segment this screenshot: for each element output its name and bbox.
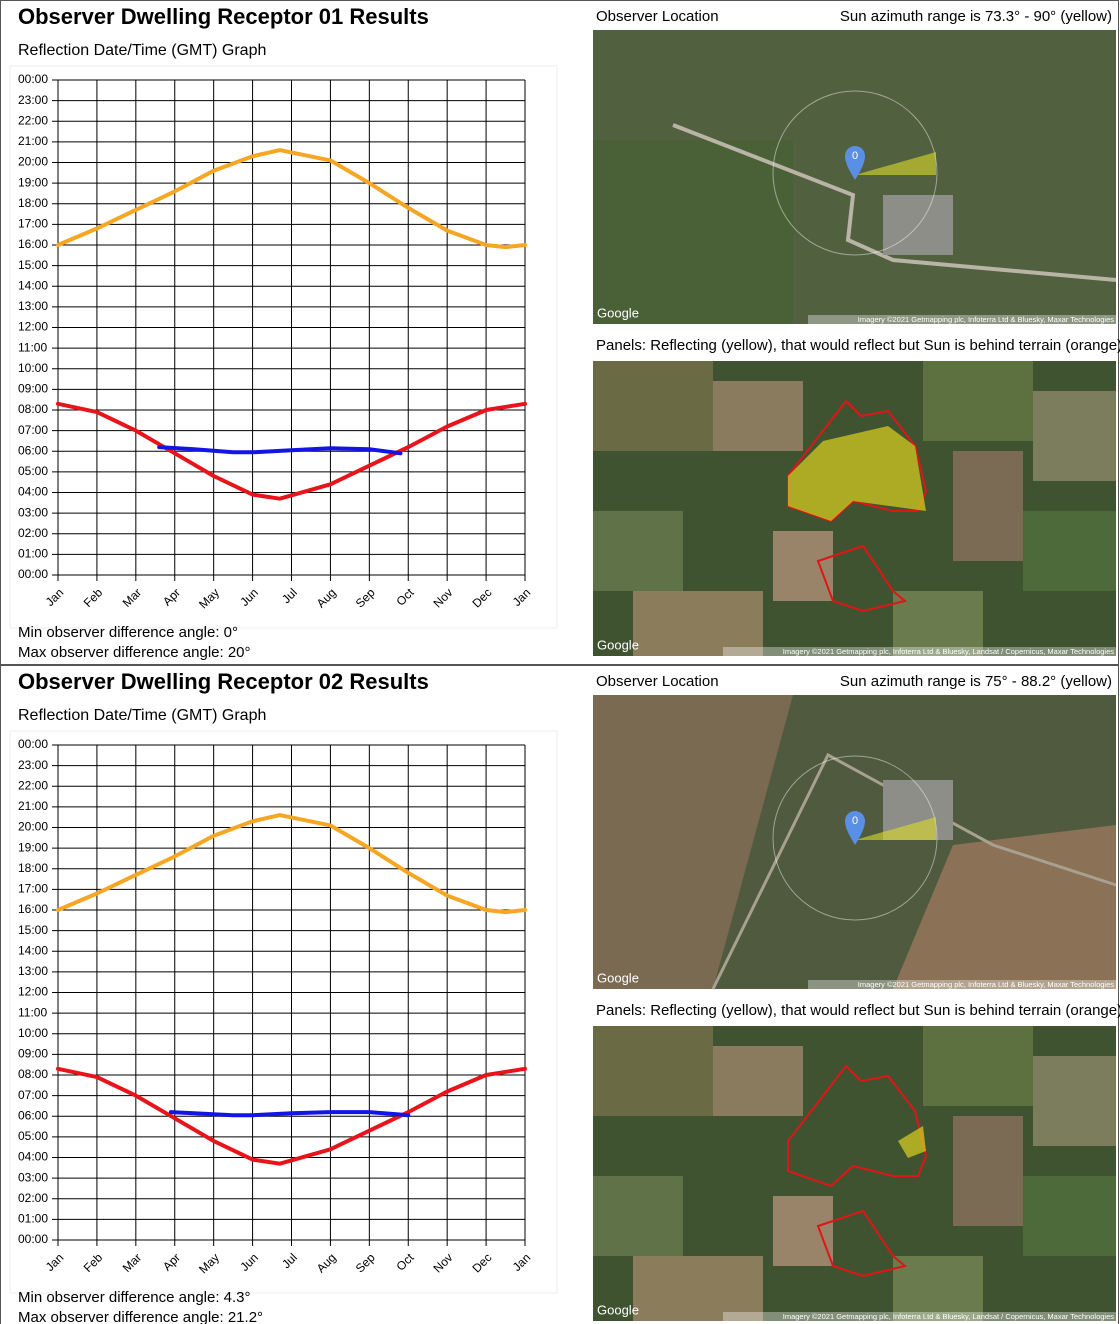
- observer-location-label: Observer Location: [596, 673, 719, 690]
- y-tick-label: 07:00: [18, 423, 48, 437]
- y-tick-label: 16:00: [18, 902, 48, 916]
- y-tick-label: 02:00: [18, 1191, 48, 1205]
- y-tick-label: 02:00: [18, 526, 48, 540]
- field: [593, 1176, 683, 1256]
- field: [713, 381, 803, 451]
- max-angle: Max observer difference angle: 21.2°: [18, 1309, 263, 1324]
- y-tick-label: 15:00: [18, 923, 48, 937]
- y-tick-label: 16:00: [18, 237, 48, 251]
- y-tick-label: 14:00: [18, 278, 48, 292]
- y-tick-label: 06:00: [18, 1108, 48, 1122]
- sun-azimuth: Sun azimuth range is 75° - 88.2° (yellow…: [840, 673, 1112, 690]
- pin-label: 0: [852, 815, 858, 827]
- field: [593, 1026, 713, 1116]
- min-angle: Min observer difference angle: 0°: [18, 624, 238, 641]
- y-tick-label: 23:00: [18, 758, 48, 772]
- map-logo: Google: [597, 637, 639, 652]
- map-credit: Imagery ©2021 Getmapping plc, Infoterra …: [858, 980, 1114, 989]
- y-tick-label: 03:00: [18, 1170, 48, 1184]
- y-tick-label: 00:00: [18, 1232, 48, 1246]
- observer-location-label: Observer Location: [596, 8, 719, 25]
- report-title: Observer Dwelling Receptor 02 Results: [18, 669, 429, 694]
- field: [773, 531, 833, 601]
- map-credit: Imagery ©2021 Getmapping plc, Infoterra …: [858, 315, 1114, 324]
- panels-caption: Panels: Reflecting (yellow), that would …: [596, 337, 1120, 354]
- field: [1033, 391, 1116, 481]
- y-tick-label: 22:00: [18, 113, 48, 127]
- y-tick-label: 23:00: [18, 93, 48, 107]
- y-tick-label: 10:00: [18, 1026, 48, 1040]
- y-tick-label: 00:00: [18, 72, 48, 86]
- map-credit: Imagery ©2021 Getmapping plc, Infoterra …: [783, 1312, 1115, 1321]
- y-tick-label: 19:00: [18, 840, 48, 854]
- field: [1023, 1176, 1116, 1256]
- field: [923, 361, 1033, 441]
- sun-azimuth: Sun azimuth range is 73.3° - 90° (yellow…: [840, 8, 1112, 25]
- chart-title: Reflection Date/Time (GMT) Graph: [18, 707, 266, 724]
- y-tick-label: 21:00: [18, 134, 48, 148]
- report-page: Observer Dwelling Receptor 01 Results Ref…: [0, 0, 1120, 1324]
- y-tick-label: 04:00: [18, 1150, 48, 1164]
- y-tick-label: 05:00: [18, 464, 48, 478]
- field: [773, 1196, 833, 1266]
- map-logo: Google: [597, 970, 639, 985]
- field: [593, 511, 683, 591]
- map-logo: Google: [597, 1302, 639, 1317]
- y-tick-label: 21:00: [18, 799, 48, 813]
- field: [713, 1046, 803, 1116]
- y-tick-label: 15:00: [18, 258, 48, 272]
- y-tick-label: 08:00: [18, 402, 48, 416]
- field: [953, 1116, 1023, 1226]
- field: [1033, 1056, 1116, 1146]
- field: [633, 1256, 763, 1321]
- report-title: Observer Dwelling Receptor 01 Results: [18, 4, 429, 29]
- y-tick-label: 11:00: [18, 1005, 47, 1019]
- y-tick-label: 13:00: [18, 299, 48, 313]
- y-tick-label: 00:00: [18, 567, 48, 581]
- y-tick-label: 20:00: [18, 155, 48, 169]
- chart-title: Reflection Date/Time (GMT) Graph: [18, 42, 266, 59]
- y-tick-label: 06:00: [18, 443, 48, 457]
- y-tick-label: 09:00: [18, 1047, 48, 1061]
- y-tick-label: 20:00: [18, 820, 48, 834]
- max-angle: Max observer difference angle: 20°: [18, 644, 251, 661]
- y-tick-label: 18:00: [18, 196, 48, 210]
- map-logo: Google: [597, 305, 639, 320]
- y-tick-label: 08:00: [18, 1067, 48, 1081]
- y-tick-label: 19:00: [18, 175, 48, 189]
- y-tick-label: 13:00: [18, 964, 48, 978]
- field: [1023, 511, 1116, 591]
- y-tick-label: 12:00: [18, 320, 48, 334]
- y-tick-label: 04:00: [18, 485, 48, 499]
- y-tick-label: 03:00: [18, 505, 48, 519]
- y-tick-label: 01:00: [18, 1212, 48, 1226]
- y-tick-label: 14:00: [18, 943, 48, 957]
- field: [633, 591, 763, 656]
- y-tick-label: 10:00: [18, 361, 48, 375]
- y-tick-label: 18:00: [18, 861, 48, 875]
- y-tick-label: 22:00: [18, 778, 48, 792]
- y-tick-label: 17:00: [18, 217, 48, 231]
- y-tick-label: 09:00: [18, 382, 48, 396]
- y-tick-label: 11:00: [18, 340, 47, 354]
- field: [593, 140, 793, 324]
- field: [953, 451, 1023, 561]
- y-tick-label: 01:00: [18, 547, 48, 561]
- panels-caption: Panels: Reflecting (yellow), that would …: [596, 1002, 1120, 1019]
- field: [593, 361, 713, 451]
- y-tick-label: 17:00: [18, 882, 48, 896]
- y-tick-label: 00:00: [18, 737, 48, 751]
- y-tick-label: 12:00: [18, 985, 48, 999]
- pin-label: 0: [852, 150, 858, 162]
- map-credit: Imagery ©2021 Getmapping plc, Infoterra …: [783, 647, 1115, 656]
- y-tick-label: 07:00: [18, 1088, 48, 1102]
- min-angle: Min observer difference angle: 4.3°: [18, 1289, 251, 1306]
- field: [923, 1026, 1033, 1106]
- y-tick-label: 05:00: [18, 1129, 48, 1143]
